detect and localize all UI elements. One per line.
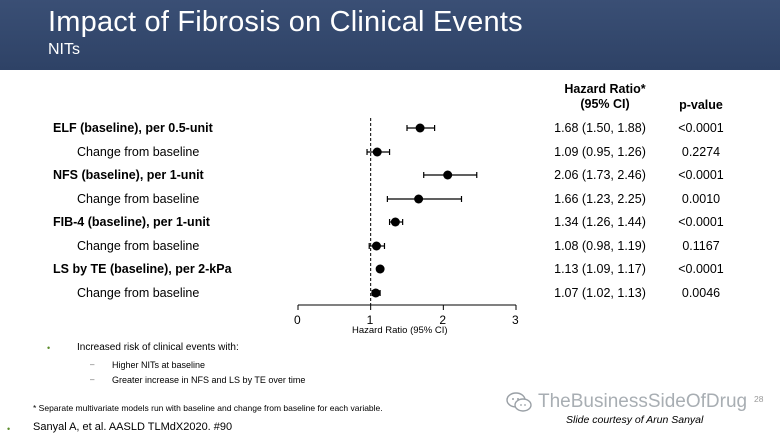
hr-value-nfs-baseline: 2.06 (1.73, 2.46) (554, 168, 646, 182)
hr-header-line1: Hazard Ratio* (564, 82, 646, 96)
forest-row-mark (366, 147, 391, 157)
p-value-ls-baseline: <0.0001 (678, 262, 724, 276)
hr-value-ls-baseline: 1.13 (1.09, 1.17) (554, 262, 646, 276)
hazard-ratio-point (443, 170, 453, 180)
sub-bullet-2: Greater increase in NFS and LS by TE ove… (112, 375, 306, 385)
hazard-ratio-column-header: Hazard Ratio* (95% CI) (553, 82, 657, 112)
x-tick-label-1: 1 (366, 313, 374, 327)
title-banner: Impact of Fibrosis on Clinical Events NI… (0, 0, 780, 70)
row-label-fib4-change: Change from baseline (77, 239, 200, 253)
x-tick-label-0: 0 (294, 313, 301, 327)
hr-value-ls-change: 1.07 (1.02, 1.13) (554, 286, 646, 300)
bullet-marker: • (47, 343, 51, 353)
hazard-ratio-point (372, 147, 382, 157)
page-number: 28 (754, 394, 764, 404)
citation: Sanyal A, et al. AASLD TLMdX2020. #90 (33, 421, 233, 433)
forest-row-mark (371, 288, 381, 298)
hazard-ratio-point (371, 288, 381, 298)
hr-value-elf-change: 1.09 (0.95, 1.26) (554, 145, 646, 159)
x-axis-title: Hazard Ratio (95% CI) (352, 325, 448, 336)
hazard-ratio-point (415, 123, 425, 133)
slide-title: Impact of Fibrosis on Clinical Events (48, 6, 523, 38)
forest-marks (366, 123, 478, 298)
wechat-icon (506, 392, 532, 412)
slide-subtitle: NITs (48, 41, 80, 58)
sub-bullet-dash: – (90, 375, 95, 384)
p-value-fib4-change: 0.1167 (682, 239, 720, 253)
hr-header-line2: (95% CI) (580, 97, 630, 111)
hr-value-elf-baseline: 1.68 (1.50, 1.88) (554, 121, 646, 135)
bottom-bullet-marker: • (7, 424, 11, 434)
forest-row-mark (388, 217, 404, 227)
forest-row-mark (406, 123, 436, 133)
hr-value-fib4-baseline: 1.34 (1.26, 1.44) (554, 215, 646, 229)
p-value-elf-baseline: <0.0001 (678, 121, 724, 135)
watermark-text: TheBusinessSideOfDrug (538, 391, 748, 412)
x-tick-label-2: 2 (439, 313, 447, 327)
bullet-main-text: Increased risk of clinical events with: (77, 342, 239, 353)
forest-row-mark (423, 170, 478, 180)
p-value-ls-change: 0.0046 (681, 286, 721, 300)
hazard-ratio-point (371, 241, 381, 251)
row-label-fib4-baseline: FIB-4 (baseline), per 1-unit (53, 215, 210, 229)
forest-row-mark (386, 194, 463, 204)
sub-bullet-1: Higher NITs at baseline (112, 360, 206, 370)
row-label-ls-baseline: LS by TE (baseline), per 2-kPa (53, 262, 232, 276)
p-value-nfs-change: 0.0010 (681, 192, 721, 206)
hazard-ratio-point (390, 217, 400, 227)
hazard-ratio-point (375, 264, 385, 274)
p-value-column-header: p-value (679, 98, 723, 112)
x-tick-label-3: 3 (512, 313, 519, 327)
row-label-nfs-baseline: NFS (baseline), per 1-unit (53, 168, 204, 182)
forest-row-mark (375, 264, 385, 274)
row-label-elf-baseline: ELF (baseline), per 0.5-unit (53, 121, 213, 135)
p-value-nfs-baseline: <0.0001 (678, 168, 724, 182)
row-label-elf-change: Change from baseline (77, 145, 200, 159)
sub-bullet-dash: – (90, 360, 95, 369)
row-label-nfs-change: Change from baseline (77, 192, 200, 206)
forest-row-mark (368, 241, 386, 251)
x-axis-ticks (297, 305, 517, 310)
row-label-ls-change: Change from baseline (77, 286, 200, 300)
p-value-fib4-baseline: <0.0001 (678, 215, 724, 229)
slide-courtesy: Slide courtesy of Arun Sanyal (566, 414, 704, 426)
hr-value-fib4-change: 1.08 (0.98, 1.19) (554, 239, 646, 253)
p-value-elf-change: 0.2274 (681, 145, 721, 159)
hr-value-nfs-change: 1.66 (1.23, 2.25) (554, 192, 646, 206)
hazard-ratio-point (414, 194, 424, 204)
footnote: * Separate multivariate models run with … (33, 403, 383, 413)
